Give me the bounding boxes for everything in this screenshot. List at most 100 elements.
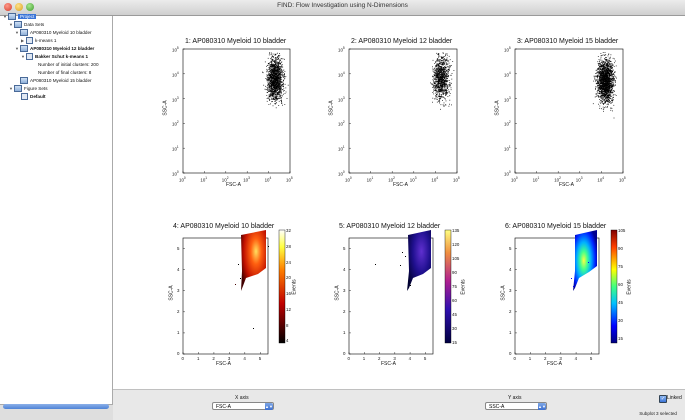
plot-6-colorbar-tick-label: 30: [618, 318, 623, 323]
disclosure-triangle-icon[interactable]: ▼: [15, 29, 19, 35]
plot-3-scatter: [592, 52, 617, 119]
plot-6-y-tick-label: 1: [509, 329, 512, 335]
plot-1-y-tick-label: 101: [172, 145, 179, 152]
plot-5-title: 5: AP080310 Myeloid 12 bladder: [339, 223, 441, 230]
tree-item-dataset-15[interactable]: AP080310 Myeloid 15 bladder: [20, 76, 92, 84]
minimize-window-button[interactable]: [15, 3, 23, 11]
plot-4-colorbar-tick-label: 28: [286, 243, 291, 249]
tree-item-default[interactable]: Default: [21, 92, 46, 100]
tree-item-kmeans[interactable]: ▶ k-means 1: [21, 36, 56, 44]
tree-item-label: Number of final clusters: 8: [38, 69, 92, 75]
plot-5-colorbar-tick-label: 30: [452, 326, 457, 331]
plot-3-title: 3: AP080310 Myeloid 15 bladder: [517, 38, 619, 45]
tree-item-label: AP080310 Myeloid 10 bladder: [30, 29, 92, 35]
plot-4-x-tick-label: 1: [196, 356, 200, 361]
plot-6-x-tick-label: 0: [513, 356, 516, 361]
tree-item-figure-sets[interactable]: ▼ Figure Sets: [9, 84, 48, 92]
plot-1-x-tick-label: 103: [243, 176, 250, 183]
plot-6-colorbar-tick-label: 90: [618, 246, 623, 251]
plot-6-colorbar-label: Events: [626, 279, 633, 295]
plot-5-y-tick-label: 0: [343, 351, 346, 356]
plot-1-title: 1: AP080310 Myeloid 10 bladder: [185, 38, 287, 45]
plot-6-colorbar-tick-label: 45: [618, 300, 623, 305]
plot-5-colorbar-tick-label: 105: [452, 256, 460, 261]
chevron-down-icon: ▲▼: [538, 403, 546, 410]
linked-checkbox[interactable]: ✓: [659, 395, 667, 403]
tree-item-label: Default: [30, 93, 46, 99]
plot-3-x-tick-label: 102: [554, 176, 561, 183]
disclosure-triangle-icon[interactable]: ▼: [3, 13, 7, 19]
tree-item-data-sets[interactable]: ▼ Data Sets: [9, 20, 44, 28]
plot-5-x-tick-label: 1: [362, 356, 366, 361]
y-axis-select[interactable]: SSC-A ▲▼: [485, 402, 547, 410]
clustering-icon: [26, 36, 33, 44]
axis-controls-bar: X axis FSC-A ▲▼ Y axis SSC-A ▲▼ ✓ Linked: [113, 389, 685, 420]
plot-6-colorbar-tick-label: 15: [618, 336, 623, 341]
plot-4-colorbar: [278, 229, 286, 344]
plot-1-scatter: [262, 52, 289, 109]
zoom-window-button[interactable]: [26, 3, 34, 11]
window-titlebar: FIND: Flow Investigation using N-Dimensi…: [0, 0, 685, 16]
close-window-button[interactable]: [4, 3, 12, 11]
plot-6-x-tick-label: 3: [559, 356, 562, 361]
status-text: Subplot 3 selected: [639, 411, 677, 416]
tree-item-label: Data Sets: [24, 21, 45, 27]
sidebar-horizontal-scrollbar[interactable]: [3, 404, 109, 409]
plot-5-y-tick-label: 4: [343, 266, 346, 272]
tree-item-dataset-10[interactable]: ▼ AP080310 Myeloid 10 bladder: [15, 28, 92, 36]
figure-icon: [21, 92, 28, 100]
plot-2-x-tick-label: 100: [345, 176, 352, 183]
plot-5-colorbar-tick-label: 135: [452, 228, 460, 233]
plot-4-density: [241, 230, 266, 291]
plot-6-y-tick-label: 0: [509, 351, 512, 356]
disclosure-triangle-icon[interactable]: ▼: [15, 45, 19, 51]
chevron-down-icon: ▲▼: [265, 403, 273, 410]
plot-6-x-tick-label: 4: [574, 356, 578, 361]
plot-1-axes[interactable]: [182, 48, 291, 174]
plot-3-x-tick-label: 101: [532, 176, 540, 183]
plot-2-y-tick-label: 101: [338, 145, 345, 152]
plot-5-colorbar-tick-label: 90: [452, 270, 457, 275]
dataset-icon: [20, 44, 28, 52]
tree-root[interactable]: ▼ Project: [3, 12, 37, 20]
project-tree: ▼ Project ▼ Data Sets ▼ AP080310 Myeloid 10…: [0, 12, 113, 404]
plot-2-y-tick-label: 103: [338, 95, 345, 103]
x-axis-select[interactable]: FSC-A ▲▼: [212, 402, 274, 410]
plot-4-colorbar-tick-label: 12: [286, 306, 291, 312]
tree-item-dataset-12[interactable]: ▼ AP080310 Myeloid 12 bladder: [15, 44, 94, 52]
tree-item-final-clusters: Number of final clusters: 8: [38, 68, 91, 76]
plot-3-y-tick-label: 105: [504, 46, 511, 53]
plot-3-x-tick-label: 100: [511, 176, 518, 183]
plot-4-x-tick-label: 3: [227, 356, 231, 361]
plot-1-x-tick-label: 102: [221, 176, 229, 183]
disclosure-triangle-icon[interactable]: ▼: [21, 53, 25, 59]
plot-3-x-tick-label: 104: [597, 176, 605, 183]
disclosure-triangle-icon[interactable]: ▼: [9, 21, 13, 27]
plot-5-y-tick-label: 3: [343, 287, 346, 293]
figure-canvas[interactable]: 1: AP080310 Myeloid 10 bladder 2: AP0803…: [113, 16, 685, 404]
plot-5-colorbar-tick-label: 15: [452, 340, 457, 345]
plot-3-xlabel: FSC-A: [559, 182, 574, 188]
plot-6-x-tick-label: 5: [589, 356, 593, 361]
folder-icon: [14, 20, 22, 28]
plot-6-y-tick-label: 5: [509, 245, 512, 251]
plot-6-title: 6: AP080310 Myeloid 15 bladder: [505, 223, 607, 230]
plot-4-y-tick-label: 4: [177, 266, 180, 272]
plot-6-colorbar-tick-label: 60: [618, 282, 623, 287]
plot-2-x-tick-label: 103: [409, 176, 417, 183]
disclosure-triangle-icon[interactable]: ▼: [9, 85, 13, 91]
plot-5-y-tick-label: 2: [343, 308, 346, 314]
plot-5-x-tick-label: 4: [408, 356, 412, 361]
plot-2-ylabel: SSC-A: [328, 100, 335, 116]
tree-item-bakker[interactable]: ▼ Bakker Schut k-means 1: [21, 52, 88, 60]
disclosure-triangle-icon[interactable]: ▶: [21, 37, 25, 43]
clustering-icon: [26, 52, 33, 60]
plot-6-xlabel: FSC-A: [547, 361, 562, 367]
plot-6-y-tick-label: 2: [509, 308, 512, 314]
tree-root-label: Project: [18, 13, 37, 19]
plot-2-x-tick-label: 105: [453, 176, 460, 183]
tree-item-label: Bakker Schut k-means 1: [35, 53, 89, 59]
plot-4-colorbar-tick-label: 4: [286, 338, 289, 344]
plot-4-y-tick-label: 2: [177, 308, 180, 314]
window-title: FIND: Flow Investigation using N-Dimensi…: [277, 2, 408, 9]
